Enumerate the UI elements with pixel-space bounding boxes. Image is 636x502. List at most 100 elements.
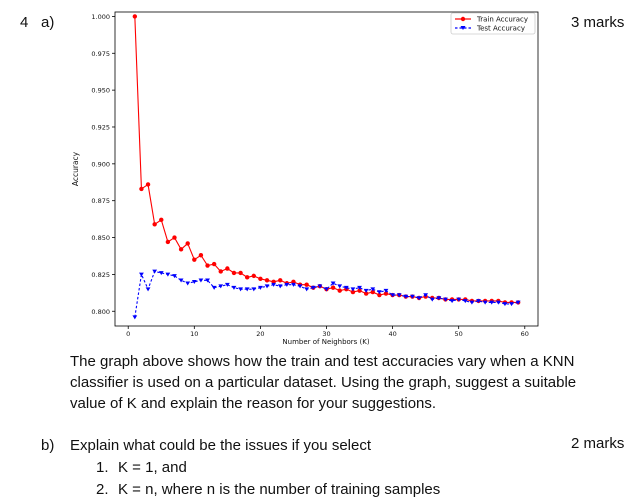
train-accuracy-point	[159, 217, 164, 223]
test-accuracy-point	[449, 299, 455, 304]
test-accuracy-point	[456, 297, 462, 302]
test-accuracy-point	[251, 287, 257, 292]
train-accuracy-point	[198, 253, 204, 258]
question-a-line: value of K and explain the reason for yo…	[70, 395, 437, 412]
y-tick-label: 0.825	[91, 271, 110, 279]
train-accuracy-point	[225, 266, 230, 271]
test-accuracy-point	[443, 297, 448, 302]
legend-test-label: Test Accuracy	[476, 25, 525, 33]
train-accuracy-point	[172, 235, 177, 240]
x-tick-label: 0	[126, 330, 130, 338]
y-tick-label: 0.925	[91, 123, 110, 131]
train-accuracy-point	[370, 289, 375, 295]
test-accuracy-point	[476, 299, 481, 304]
train-accuracy-point	[165, 239, 171, 245]
train-accuracy-point	[231, 270, 237, 276]
list-item-number: 2.	[96, 481, 109, 498]
test-accuracy-point	[509, 302, 514, 307]
legend-test-marker	[460, 26, 466, 30]
train-accuracy-point	[139, 186, 144, 192]
train-accuracy-point	[132, 14, 138, 19]
test-accuracy-point	[416, 296, 422, 301]
y-tick-label: 0.800	[91, 308, 110, 316]
question-b-text: Explain what could be the issues if you …	[70, 437, 372, 454]
train-accuracy-point	[304, 282, 309, 287]
y-tick-label: 0.900	[91, 160, 110, 168]
test-accuracy-point	[172, 274, 177, 279]
test-accuracy-point	[211, 285, 217, 290]
train-accuracy-point	[258, 276, 263, 282]
test-accuracy-point	[396, 293, 402, 298]
x-axis-ticks: 0 10 20 30 40 50 60	[126, 326, 529, 338]
test-accuracy-point	[436, 296, 442, 301]
test-accuracy-point	[350, 287, 356, 292]
train-accuracy-point	[251, 273, 256, 279]
train-accuracy-point	[377, 292, 382, 298]
test-accuracy-point	[191, 279, 197, 284]
x-tick-label: 40	[388, 330, 396, 338]
test-accuracy-point	[317, 284, 323, 289]
question-a-line: The graph above shows how the train and …	[70, 353, 575, 370]
question-b-marks: 2 marks	[571, 435, 625, 452]
test-accuracy-point	[376, 290, 382, 295]
train-accuracy-point	[244, 275, 250, 280]
test-accuracy-point	[145, 287, 151, 292]
test-accuracy-point	[502, 302, 508, 307]
legend-train-label: Train Accuracy	[476, 16, 528, 24]
test-accuracy-point	[264, 284, 270, 289]
y-axis-label: Accuracy	[71, 151, 80, 186]
list-item-number: 1.	[96, 459, 109, 476]
test-accuracy-point	[271, 282, 277, 287]
train-accuracy-point	[291, 279, 296, 284]
x-tick-label: 50	[455, 330, 463, 338]
test-accuracy-point	[423, 293, 429, 298]
train-accuracy-point	[383, 291, 389, 296]
test-accuracy-point	[165, 272, 171, 277]
train-accuracy-point	[278, 278, 283, 283]
test-accuracy-point	[469, 300, 475, 305]
test-accuracy-point	[410, 294, 415, 299]
test-accuracy-point	[218, 284, 224, 289]
test-accuracy-point	[495, 300, 501, 305]
test-accuracy-point	[178, 278, 184, 283]
test-accuracy-point	[363, 288, 369, 293]
question-number: 4	[20, 14, 29, 31]
test-accuracy-point	[158, 271, 164, 276]
y-axis-ticks: 0.800 0.825 0.850 0.875 0.900 0.925 0.950 0.975…	[91, 13, 115, 316]
test-accuracy-point	[224, 282, 230, 287]
test-accuracy-point	[357, 285, 362, 290]
test-accuracy-point	[383, 288, 389, 293]
test-accuracy-point	[139, 272, 144, 277]
train-accuracy-point	[211, 261, 217, 267]
train-accuracy-point	[238, 270, 243, 276]
train-accuracy-point	[330, 285, 336, 290]
test-accuracy-point	[277, 284, 283, 289]
train-accuracy-point	[363, 291, 369, 296]
test-accuracy-point	[291, 282, 296, 287]
train-accuracy-point	[350, 289, 356, 295]
test-accuracy-point	[489, 300, 495, 305]
test-accuracy-point	[244, 287, 250, 292]
train-accuracy-point	[145, 182, 151, 187]
test-accuracy-point	[304, 287, 310, 292]
train-accuracy-point	[264, 278, 270, 283]
train-accuracy-point	[337, 288, 342, 293]
test-accuracy-point	[152, 269, 158, 274]
x-tick-label: 30	[322, 330, 330, 338]
test-accuracy-point	[390, 293, 395, 298]
y-tick-label: 1.000	[91, 13, 110, 21]
y-tick-label: 0.950	[91, 87, 110, 95]
train-accuracy-point	[192, 257, 197, 262]
test-accuracy-point	[482, 300, 488, 305]
x-tick-label: 20	[256, 330, 264, 338]
question-a-label: a)	[41, 14, 55, 31]
plot-frame	[114, 11, 539, 327]
train-accuracy-point	[271, 279, 276, 284]
question-a-marks: 3 marks	[571, 14, 625, 31]
question-a-line: classifier is used on a particular datas…	[70, 374, 577, 391]
test-accuracy-point	[403, 294, 409, 299]
test-accuracy-point	[515, 300, 521, 305]
train-accuracy-point	[152, 222, 157, 227]
train-accuracy-point	[178, 247, 184, 252]
x-tick-label: 10	[190, 330, 198, 338]
